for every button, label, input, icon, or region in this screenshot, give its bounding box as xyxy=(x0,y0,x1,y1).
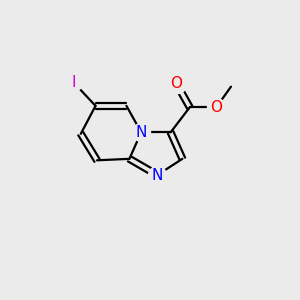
Text: I: I xyxy=(71,75,76,90)
Text: O: O xyxy=(170,76,182,91)
Text: N: N xyxy=(136,125,147,140)
Text: N: N xyxy=(152,167,163,182)
Text: O: O xyxy=(210,100,222,115)
